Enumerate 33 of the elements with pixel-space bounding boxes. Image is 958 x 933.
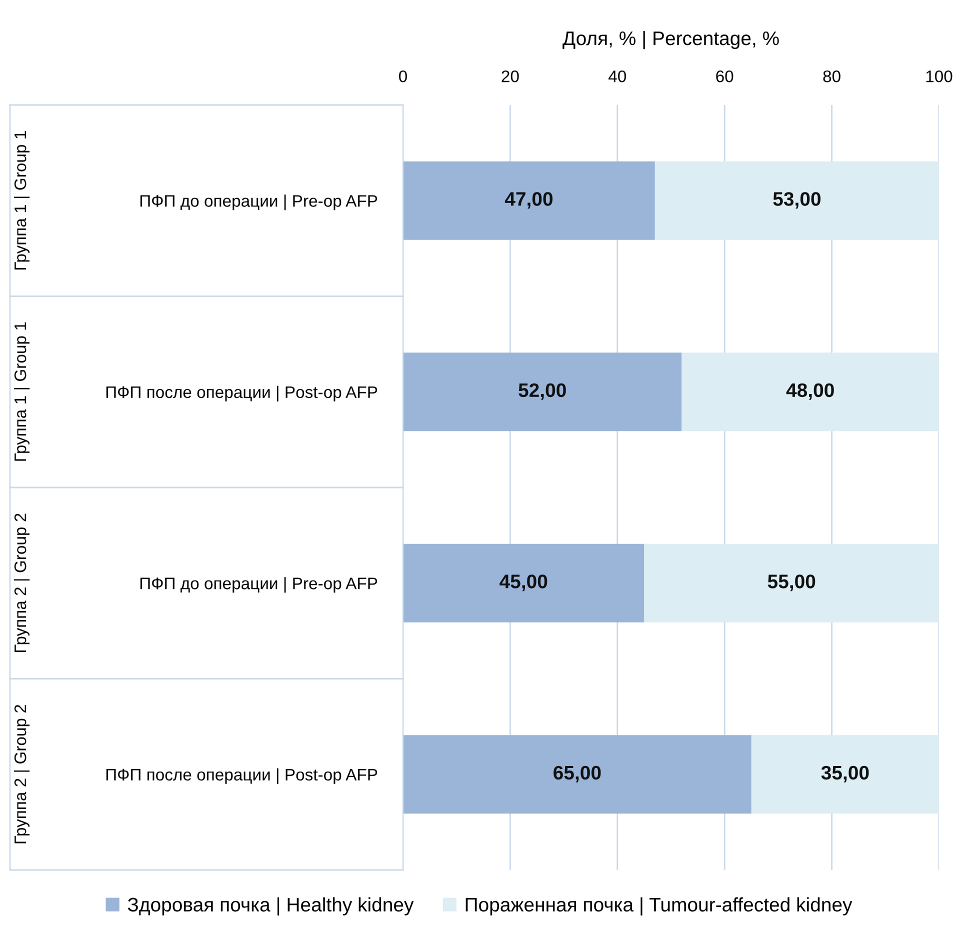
data-label: 53,00 (773, 192, 820, 209)
bar (751, 735, 939, 814)
x-tick-label: 0 (399, 70, 407, 82)
y-tick-label: ПФП после операции | Post-op AFP (106, 768, 378, 784)
bar (654, 161, 939, 240)
text: Группа 2 | Group 2 (14, 704, 30, 844)
legend-label: Здоровая почка | Healthy kidney (128, 897, 414, 916)
x-tick-label: 60 (716, 70, 734, 82)
x-tick-label: 40 (608, 70, 626, 82)
data-label: 55,00 (768, 574, 816, 592)
data-label: 35,00 (821, 766, 869, 782)
y-tick-label: ПФП до операции | Pre-op AFP (140, 194, 378, 210)
x-tick-label: 80 (823, 70, 840, 82)
data-label: 52,00 (518, 383, 566, 400)
data-label: 48,00 (786, 383, 834, 400)
x-tick-label: 20 (502, 70, 519, 82)
bar (403, 161, 655, 240)
text: Группа 1 | Group 1 (14, 322, 30, 461)
bar (403, 544, 644, 622)
data-label: 65,00 (554, 766, 601, 782)
text: Группа 1 | Group 1 (14, 131, 30, 270)
text: Группа 2 | Group 2 (14, 514, 30, 652)
y-tick-label: ПФП до операции | Pre-op AFP (140, 577, 378, 593)
y-tick-label: ПФП после операции | Post-op AFP (106, 386, 378, 402)
x-tick-label: 100 (926, 70, 952, 82)
data-label: 47,00 (504, 192, 552, 209)
x-axis-title: Доля, % | Percentage, % (562, 30, 779, 50)
legend-label: Пораженная почка | Tumour-affected kidney (466, 897, 852, 916)
data-label: 45,00 (500, 574, 548, 592)
bar (403, 352, 682, 432)
bar (644, 544, 939, 622)
bar (403, 735, 752, 814)
bar (682, 352, 939, 432)
